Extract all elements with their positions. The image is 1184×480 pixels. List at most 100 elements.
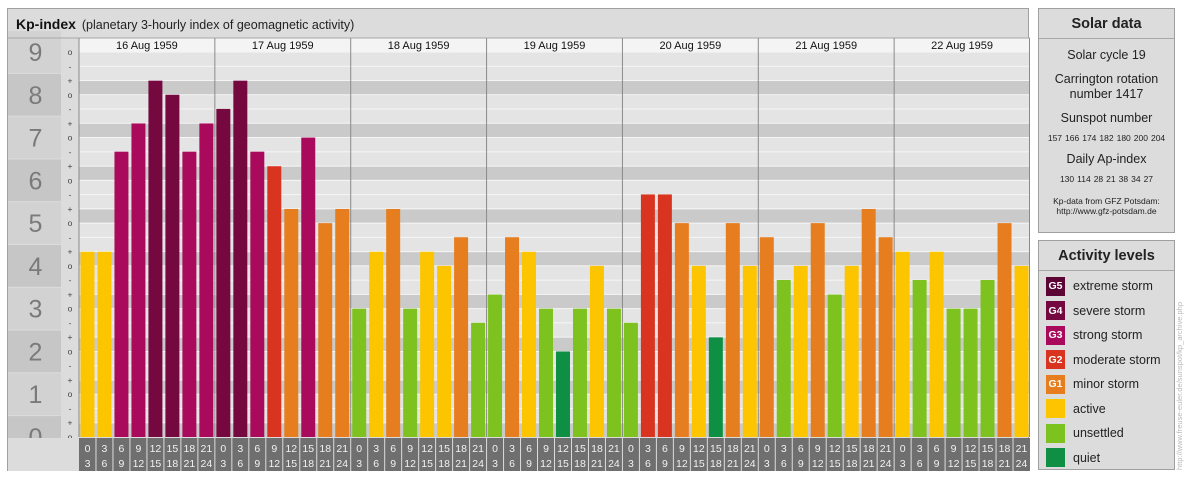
y-minor-tick: + [68, 375, 73, 385]
y-tick-label: 6 [29, 167, 43, 195]
legend-swatch: G2 [1046, 350, 1065, 370]
y-minor-tick: o [68, 90, 73, 100]
interval-start: 3 [509, 443, 515, 455]
kp-bar [199, 123, 214, 437]
kp-bar [657, 194, 672, 437]
y-minor-tick: o [68, 218, 73, 228]
interval-end: 3 [356, 458, 362, 470]
interval-start: 0 [764, 443, 770, 455]
interval-start: 0 [356, 443, 362, 455]
interval-start: 18 [455, 443, 467, 455]
legend-label: active [1073, 401, 1106, 416]
kp-bar [437, 265, 452, 437]
ap-value-7: 27 [1143, 174, 1154, 184]
legend-swatch: G1 [1046, 374, 1065, 394]
day-header-row [79, 38, 1030, 52]
y-minor-tick: - [69, 275, 72, 285]
day-label: 19 Aug 1959 [524, 40, 586, 52]
chart-title: Kp-index (planetary 3-hourly index of geo… [16, 16, 354, 32]
legend-item-unsettled: unsettled [1039, 421, 1174, 446]
interval-end: 3 [220, 458, 226, 470]
legend-swatch [1046, 423, 1065, 443]
kp-bar [912, 280, 927, 437]
interval-start: 15 [574, 443, 586, 455]
interval-start: 3 [917, 443, 923, 455]
interval-end: 15 [829, 458, 841, 470]
y-minor-tick: - [69, 190, 72, 200]
interval-start: 0 [900, 443, 906, 455]
kp-bar [572, 308, 587, 437]
interval-start: 12 [285, 443, 297, 455]
legend-label: quiet [1073, 450, 1101, 465]
interval-end: 18 [438, 458, 450, 470]
y-axis-cell [8, 202, 61, 244]
ap-value-1: 130 [1059, 174, 1075, 184]
interval-end: 21 [455, 458, 467, 470]
kp-bar [878, 237, 893, 437]
interval-end: 3 [764, 458, 770, 470]
interval-end: 21 [999, 458, 1011, 470]
y-axis-cell [8, 373, 61, 416]
kp-bar [250, 151, 265, 437]
grid-band-dark [79, 337, 1030, 352]
y-minor-tick: + [68, 76, 73, 86]
y-minor-tick: o [68, 389, 73, 399]
interval-end: 9 [526, 458, 532, 470]
y-tick-label: 5 [29, 210, 43, 238]
legend-label: severe storm [1073, 303, 1146, 318]
interval-start: 3 [102, 443, 108, 455]
ap-value-6: 34 [1131, 174, 1141, 184]
interval-start: 0 [85, 443, 91, 455]
legend-swatch: G4 [1046, 301, 1065, 321]
interval-start: 9 [136, 443, 142, 455]
kp-chart: 0123456789o+-o+-o+-o+-o+-o+-o+-o+-o+-o16… [8, 31, 1030, 471]
interval-start: 3 [781, 443, 787, 455]
legend-item-quiet: quiet [1039, 446, 1174, 471]
kp-bar [488, 294, 503, 437]
grid-band-dark [79, 166, 1030, 181]
y-minor-tick: + [68, 289, 73, 299]
interval-end: 24 [880, 458, 892, 470]
kp-bar [335, 208, 350, 437]
interval-end: 18 [302, 458, 314, 470]
legend-label: extreme storm [1073, 279, 1153, 294]
legend-label: moderate storm [1073, 352, 1161, 367]
y-tick-label: 9 [29, 39, 43, 67]
interval-start: 18 [999, 443, 1011, 455]
interval-end: 6 [373, 458, 379, 470]
legend-item-active: active [1039, 397, 1174, 422]
interval-start: 18 [184, 443, 196, 455]
interval-end: 6 [237, 458, 243, 470]
interval-end: 3 [85, 458, 91, 470]
solar-data-panel: Solar data Solar cycle 19 Carrington rot… [1038, 8, 1175, 233]
interval-start: 15 [710, 443, 722, 455]
solar-data-title: Solar data [1039, 9, 1174, 39]
legend-swatch: G3 [1046, 325, 1065, 345]
kp-bar [182, 151, 197, 437]
interval-end: 18 [710, 458, 722, 470]
interval-start: 15 [846, 443, 858, 455]
interval-start: 0 [220, 443, 226, 455]
interval-end: 6 [781, 458, 787, 470]
interval-end: 21 [863, 458, 875, 470]
source-line-1: Kp-data from GFZ Potsdam: [1053, 196, 1160, 206]
kp-bar [369, 251, 384, 437]
interval-start: 18 [591, 443, 603, 455]
credit-url[interactable]: http://www.freuse-euler.de/sunspot/kp_ar… [1175, 301, 1184, 470]
interval-start: 3 [373, 443, 379, 455]
interval-start: 21 [201, 443, 213, 455]
source-link[interactable]: http://www.gfz-potsdam.de [1056, 206, 1157, 216]
ap-values: 130 114 28 21 38 34 27 [1039, 173, 1174, 185]
y-minor-tick: + [68, 204, 73, 214]
interval-start: 6 [254, 443, 260, 455]
y-tick-label: 4 [29, 253, 43, 281]
y-axis-cell [8, 245, 61, 287]
sunspot-value-7: 204 [1150, 133, 1166, 143]
interval-end: 15 [421, 458, 433, 470]
grid-band-dark [79, 379, 1030, 395]
solar-cycle: Solar cycle 19 [1067, 48, 1146, 62]
interval-end: 12 [404, 458, 416, 470]
interval-start: 18 [863, 443, 875, 455]
y-minor-tick: - [69, 318, 72, 328]
kp-bar [522, 251, 537, 437]
